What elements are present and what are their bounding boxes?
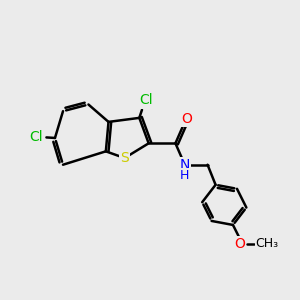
Text: O: O bbox=[234, 237, 245, 251]
Text: Cl: Cl bbox=[139, 94, 153, 107]
Text: N: N bbox=[180, 158, 190, 172]
Text: CH₃: CH₃ bbox=[256, 237, 279, 250]
Text: S: S bbox=[120, 151, 129, 165]
Text: H: H bbox=[180, 169, 189, 182]
Text: Cl: Cl bbox=[29, 130, 43, 144]
Text: O: O bbox=[182, 112, 192, 126]
